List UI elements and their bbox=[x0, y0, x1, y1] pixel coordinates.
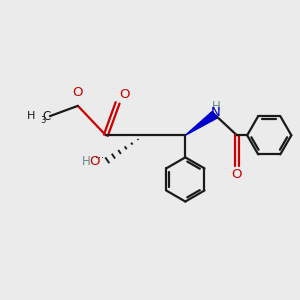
Text: N: N bbox=[211, 106, 221, 119]
Text: H: H bbox=[212, 100, 220, 113]
Text: O: O bbox=[119, 88, 129, 100]
Text: O: O bbox=[72, 86, 83, 99]
Text: ···: ··· bbox=[95, 153, 104, 163]
Text: H: H bbox=[82, 155, 91, 168]
Text: O: O bbox=[90, 155, 100, 168]
Polygon shape bbox=[185, 111, 217, 135]
Text: O: O bbox=[232, 168, 242, 181]
Text: 3: 3 bbox=[40, 116, 46, 125]
Text: H: H bbox=[27, 111, 35, 121]
Text: C: C bbox=[43, 110, 51, 123]
